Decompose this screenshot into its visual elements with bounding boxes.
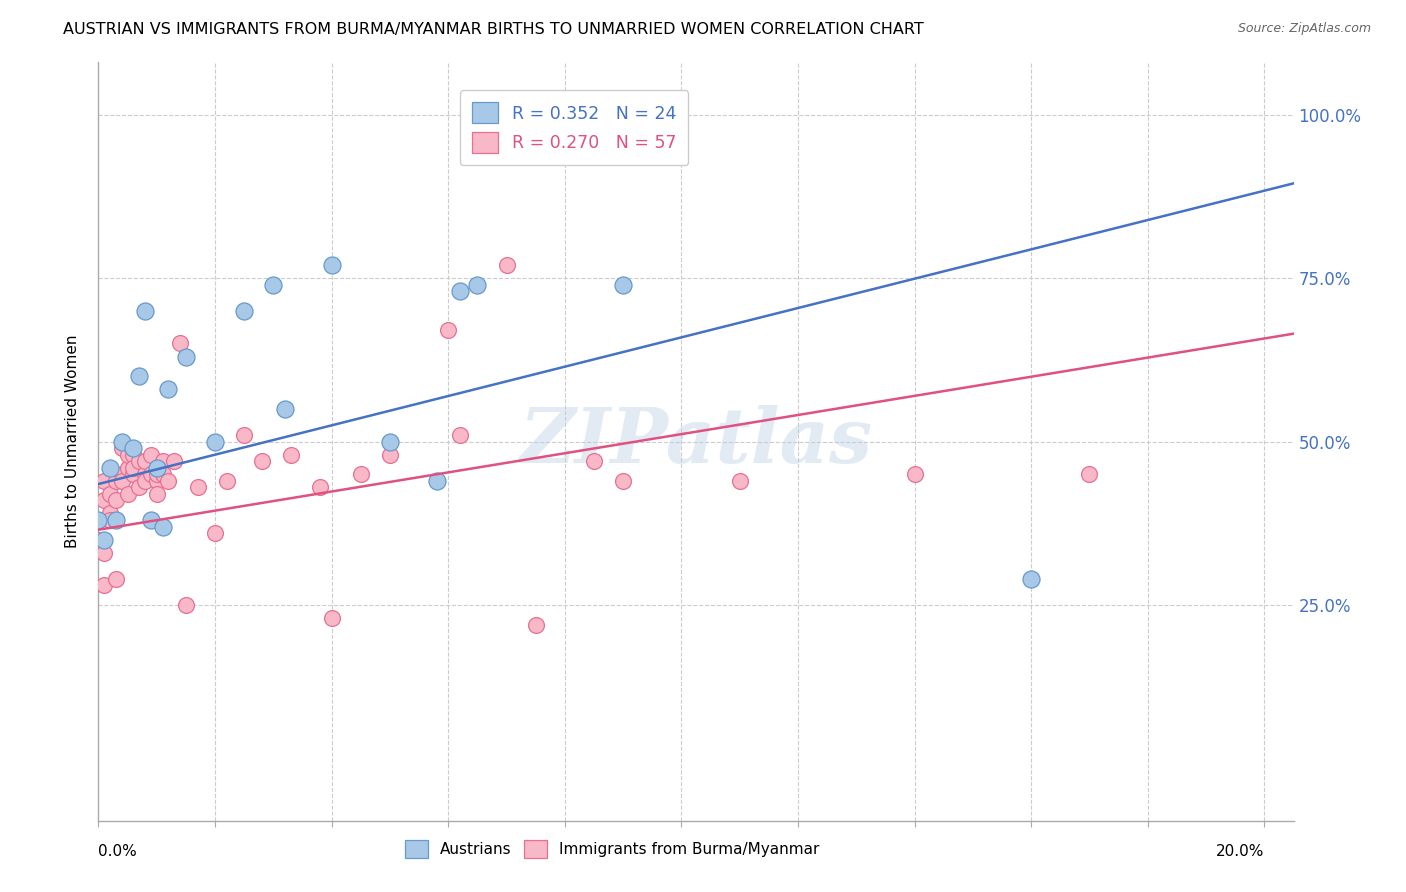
Point [139, 448, 162, 462]
Y-axis label: Births to Unmarried Women: Births to Unmarried Women [65, 334, 80, 549]
Point [104, 493, 127, 508]
Point [250, 454, 273, 468]
Point [145, 474, 167, 488]
Point [204, 526, 226, 541]
Point [233, 303, 256, 318]
Point [169, 336, 191, 351]
Point [93, 533, 115, 547]
Legend: Austrians, Immigrants from Burma/Myanmar: Austrians, Immigrants from Burma/Myanmar [398, 832, 827, 866]
Point [98, 513, 121, 527]
Point [111, 474, 134, 488]
Text: 0.0%: 0.0% [98, 844, 138, 858]
Point [104, 474, 127, 488]
Point [134, 467, 156, 482]
Point [728, 474, 751, 488]
Point [262, 277, 284, 292]
Point [425, 474, 447, 488]
Point [93, 546, 115, 560]
Point [612, 474, 634, 488]
Point [152, 467, 174, 482]
Point [104, 572, 127, 586]
Point [157, 474, 180, 488]
Point [104, 513, 127, 527]
Point [157, 382, 180, 396]
Point [449, 428, 471, 442]
Point [321, 258, 343, 272]
Point [98, 460, 121, 475]
Point [378, 434, 401, 449]
Point [163, 454, 186, 468]
Point [87, 513, 110, 527]
Point [174, 598, 197, 612]
Point [152, 454, 174, 468]
Point [111, 467, 134, 482]
Point [215, 474, 238, 488]
Point [437, 323, 460, 337]
Point [122, 460, 145, 475]
Point [321, 611, 343, 625]
Text: AUSTRIAN VS IMMIGRANTS FROM BURMA/MYANMAR BIRTHS TO UNMARRIED WOMEN CORRELATION : AUSTRIAN VS IMMIGRANTS FROM BURMA/MYANMA… [63, 22, 924, 37]
Point [378, 448, 401, 462]
Point [274, 401, 297, 416]
Point [495, 258, 517, 272]
Point [117, 487, 139, 501]
Point [134, 454, 156, 468]
Point [309, 480, 332, 494]
Point [139, 467, 162, 482]
Point [93, 493, 115, 508]
Point [117, 460, 139, 475]
Point [1078, 467, 1101, 482]
Point [111, 441, 134, 455]
Point [524, 617, 547, 632]
Point [145, 487, 167, 501]
Point [128, 454, 150, 468]
Point [1019, 572, 1042, 586]
Point [134, 303, 156, 318]
Text: Source: ZipAtlas.com: Source: ZipAtlas.com [1237, 22, 1371, 36]
Text: 20.0%: 20.0% [1216, 844, 1264, 858]
Point [122, 467, 145, 482]
Text: ZIPatlas: ZIPatlas [519, 405, 873, 478]
Point [350, 467, 373, 482]
Point [449, 284, 471, 298]
Point [233, 428, 256, 442]
Point [186, 480, 208, 494]
Point [98, 507, 121, 521]
Point [280, 448, 302, 462]
Point [128, 480, 150, 494]
Point [117, 448, 139, 462]
Point [122, 441, 145, 455]
Point [204, 434, 226, 449]
Point [87, 533, 110, 547]
Point [903, 467, 925, 482]
Point [87, 513, 110, 527]
Point [122, 448, 145, 462]
Point [128, 369, 150, 384]
Point [145, 460, 167, 475]
Point [139, 513, 162, 527]
Point [111, 434, 134, 449]
Point [174, 350, 197, 364]
Point [612, 277, 634, 292]
Point [152, 519, 174, 533]
Point [134, 474, 156, 488]
Point [582, 454, 605, 468]
Point [467, 277, 489, 292]
Point [104, 513, 127, 527]
Point [145, 467, 167, 482]
Point [98, 487, 121, 501]
Point [93, 578, 115, 592]
Point [93, 474, 115, 488]
